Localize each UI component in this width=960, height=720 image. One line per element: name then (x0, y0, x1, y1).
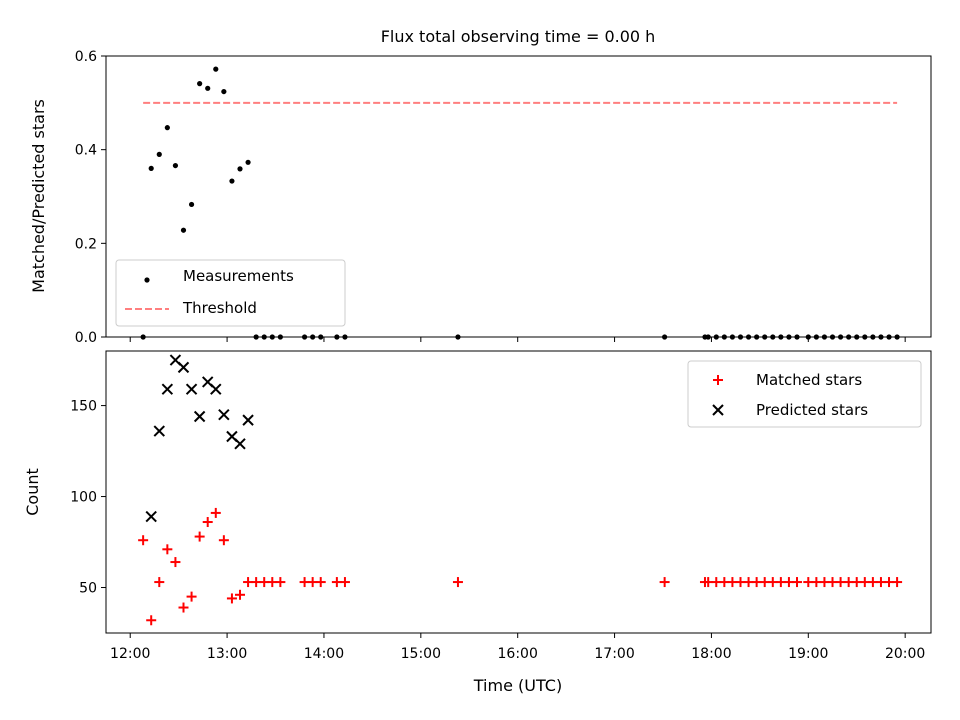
predicted-star-point (242, 414, 254, 426)
x-tick-label: 17:00 (594, 646, 634, 662)
bottom-y-tick-label: 50 (79, 581, 97, 597)
legend-predicted-marker (712, 404, 724, 416)
predicted-star-point (185, 383, 198, 395)
bottom-y-tick-label: 100 (70, 490, 97, 506)
legend-threshold-label: Threshold (182, 299, 257, 317)
x-tick-label: 12:00 (110, 646, 150, 662)
top-legend: Measurements Threshold (115, 259, 346, 327)
measurement-point (197, 81, 203, 87)
matched-star-point (162, 544, 173, 555)
measurement-point (237, 166, 243, 172)
x-tick-label: 16:00 (498, 646, 538, 662)
predicted-star-point (218, 408, 230, 421)
bottom-legend-frame (687, 360, 922, 428)
legend-matched-marker (713, 375, 723, 385)
top-y-tick-label: 0.2 (75, 236, 97, 252)
matched-star-point (146, 615, 157, 626)
top-y-tick-label: 0.6 (75, 49, 97, 65)
matched-star-point (659, 577, 670, 588)
chart-title: Flux total observing time = 0.00 h (381, 27, 656, 46)
matched-star-point (315, 577, 326, 588)
measurement-point (213, 66, 219, 72)
matched-star-point (339, 577, 350, 588)
top-legend-frame (115, 259, 346, 327)
x-tick-label: 20:00 (885, 646, 925, 662)
top-y-tick-label: 0.4 (75, 143, 97, 159)
matched-star-point (452, 577, 463, 588)
matched-star-point (275, 577, 286, 588)
measurement-point (164, 125, 170, 131)
measurement-point (172, 162, 179, 169)
top-plot-frame (105, 55, 932, 338)
matched-star-point (791, 577, 802, 588)
predicted-star-point (145, 510, 157, 523)
matched-star-point (202, 517, 213, 528)
bottom-y-ticks: 50 100 150 (70, 399, 106, 597)
matched-star-point (226, 593, 237, 604)
top-marks (140, 66, 900, 340)
predicted-star-point (234, 438, 246, 450)
matched-star-point (235, 589, 246, 600)
x-tick-label: 19:00 (788, 646, 828, 662)
legend-measurements-marker (144, 277, 150, 283)
measurement-point (245, 159, 251, 165)
top-y-tick-label: 0.0 (75, 330, 97, 346)
bottom-marks (138, 354, 903, 626)
top-x-ticks (129, 337, 906, 342)
bottom-legend: Matched stars Predicted stars (687, 360, 922, 428)
legend-matched-label: Matched stars (756, 371, 862, 389)
matched-star-point (178, 602, 189, 613)
predicted-star-point (210, 383, 222, 395)
measurement-point (156, 151, 162, 157)
bottom-x-ticks: 12:00 13:00 14:00 15:00 16:00 17:00 18:00 19:00… (110, 633, 925, 662)
matched-star-point (892, 577, 903, 588)
matched-star-point (138, 535, 149, 546)
matched-star-point (210, 507, 221, 518)
bottom-y-axis-label: Count (23, 468, 42, 516)
measurement-point (221, 88, 227, 95)
predicted-star-point (193, 410, 206, 423)
measurement-point (229, 178, 235, 184)
x-tick-label: 14:00 (304, 646, 344, 662)
measurement-point (148, 165, 154, 171)
matched-star-point (186, 591, 197, 602)
predicted-star-point (153, 425, 165, 437)
predicted-star-point (177, 361, 190, 374)
legend-measurements-label: Measurements (183, 267, 294, 285)
measurement-point (188, 201, 195, 208)
bottom-plot-frame (105, 350, 932, 634)
bottom-y-tick-label: 150 (70, 399, 97, 415)
matched-star-point (194, 531, 205, 542)
matched-star-point (154, 577, 165, 588)
matched-star-point (218, 535, 229, 546)
x-axis-label: Time (UTC) (473, 676, 562, 695)
top-y-axis-label: Matched/Predicted stars (29, 99, 48, 293)
measurement-point (180, 227, 187, 233)
x-tick-label: 15:00 (401, 646, 441, 662)
legend-predicted-label: Predicted stars (756, 401, 868, 419)
matched-star-point (170, 557, 181, 568)
top-panel: 0.0 0.2 0.4 0.6 Matched/Predicted stars Mea… (29, 49, 932, 346)
x-tick-label: 13:00 (207, 646, 247, 662)
top-y-ticks: 0.0 0.2 0.4 0.6 (75, 49, 106, 346)
predicted-star-point (161, 383, 174, 395)
x-tick-label: 18:00 (691, 646, 731, 662)
measurement-point (205, 85, 211, 91)
